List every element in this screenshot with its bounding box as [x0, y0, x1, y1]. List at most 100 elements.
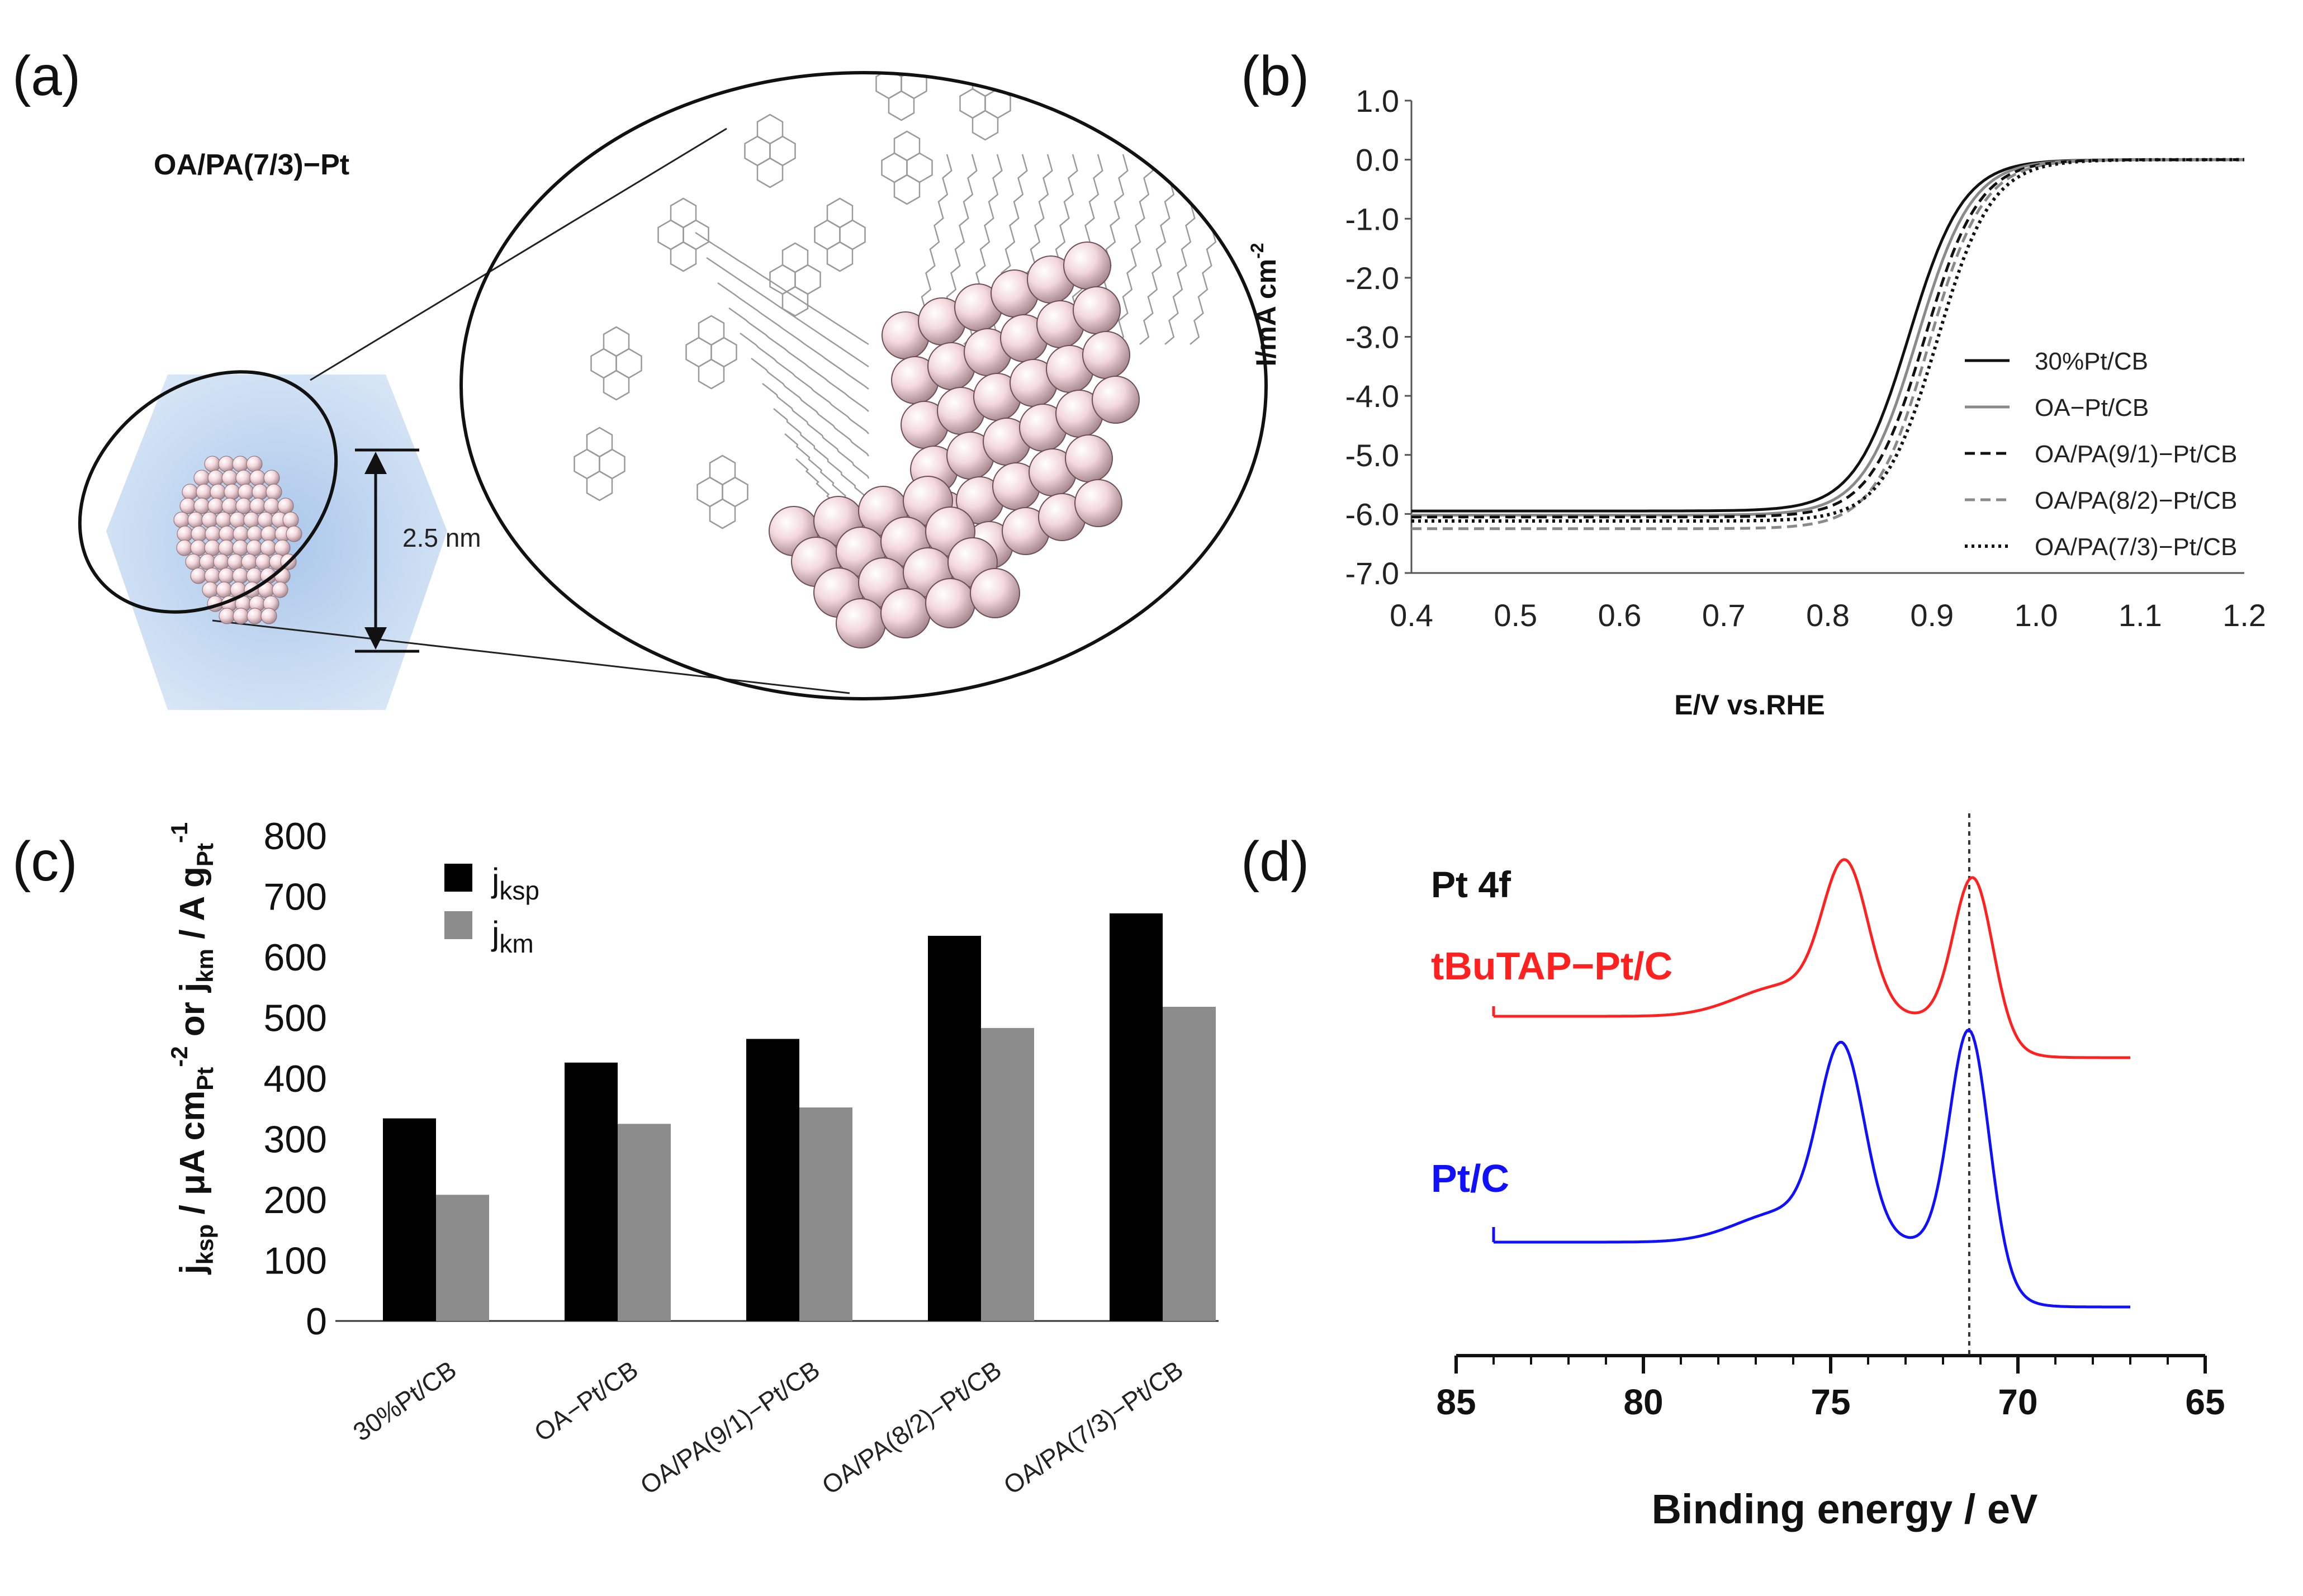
alkyl-chain [1139, 154, 1179, 345]
d-spectrum-line [1494, 858, 2130, 1059]
pt-atom [218, 567, 235, 584]
c-bar [928, 936, 981, 1321]
c-bar [1163, 1006, 1216, 1321]
pt-atom [246, 456, 263, 472]
pt-atom [179, 498, 196, 514]
aromatic-ring [586, 427, 613, 458]
b-ytick-label: -5.0 [1345, 438, 1400, 473]
pt-atom [232, 539, 249, 556]
c-ytick-label: 300 [264, 1119, 327, 1161]
b-xtick-label: 1.1 [2119, 598, 2162, 633]
pt-surface-atom [1065, 434, 1113, 482]
pt-atom [221, 498, 238, 514]
b-xlabel: E/V vs.RHE [1674, 689, 1825, 721]
c-bar [799, 1107, 852, 1321]
pt-atom [274, 539, 291, 556]
b-xtick-label: 0.5 [1494, 598, 1537, 633]
alkyl-chain [695, 231, 869, 345]
pt-atom [221, 470, 238, 486]
pt-atom [272, 581, 288, 598]
pt-surface-atom [1082, 331, 1130, 379]
b-legend-label: OA/PA(8/2)−Pt/CB [2035, 487, 2237, 514]
size-label: 2.5 nm [402, 523, 481, 552]
pt-surface-atom [970, 568, 1020, 618]
pt-atom [216, 581, 233, 598]
pt-atom [193, 498, 210, 514]
aromatic-ring [709, 498, 736, 529]
aromatic-ring [888, 90, 915, 121]
pt-atom [238, 484, 254, 500]
c-bar [565, 1062, 618, 1321]
bar-chart: 0 100 200 300 400 500 600 700 800 30%Pt/CB OA−Pt/C… [264, 815, 1219, 1500]
pt-atom [246, 539, 263, 556]
pt-atom [219, 525, 235, 542]
pt-atom [232, 456, 249, 472]
c-category-label: OA/PA(9/1)−Pt/CB [635, 1355, 825, 1500]
b-xtick-label: 0.4 [1390, 598, 1433, 633]
pt-atom [204, 567, 221, 584]
pt-atom [249, 470, 266, 486]
pt-atom [202, 581, 219, 598]
d-xtick-label: 75 [1811, 1382, 1850, 1422]
pt-atom [193, 470, 210, 486]
aromatic-ring [1061, 73, 1088, 78]
d-xtick-label: 85 [1436, 1382, 1476, 1422]
legend-swatch-jkm [444, 911, 472, 939]
pt-atom [229, 512, 246, 528]
d-spectrum-line [1494, 1029, 2130, 1309]
c-ytick-label: 200 [264, 1179, 327, 1221]
pt-surface-atom [880, 588, 931, 638]
c-ytick-label: 500 [264, 997, 327, 1040]
aromatic-ring [698, 315, 725, 346]
c-ytick-label: 700 [264, 876, 327, 918]
alkyl-chain [1190, 154, 1229, 345]
b-legend: 30%Pt/CB OA−Pt/CB OA/PA(9/1)−Pt/CB OA/PA(8/… [1965, 348, 2237, 561]
c-bar [383, 1118, 436, 1321]
d-title: Pt 4f [1431, 864, 1511, 905]
c-ytick-label: 400 [264, 1058, 327, 1100]
legend-label-jksp: jksp [491, 861, 539, 905]
b-xtick-label: 0.9 [1910, 598, 1954, 633]
aromatic-ring [756, 113, 784, 145]
aromatic-ring [893, 174, 921, 205]
ligand-molecules [574, 73, 1229, 546]
aromatic-ring [1049, 73, 1075, 100]
pt-atom [235, 470, 252, 486]
pt-atom [260, 525, 277, 542]
b-legend-label: OA/PA(9/1)−Pt/CB [2035, 441, 2237, 468]
pt-surface-atom [1092, 376, 1140, 424]
aromatic-ring [826, 197, 854, 229]
pt-atom [260, 608, 277, 624]
pt-surface-atom [836, 598, 886, 648]
panel-b: (b) 1.0 0.0 -1.0 -2.0 -3.0 -4.0 -5.0 -6.0 -7.0 0.… [1241, 45, 2266, 721]
panel-a-title: OA/PA(7/3)−Pt [154, 149, 349, 181]
panel-a-label: (a) [12, 45, 80, 107]
c-category-label: 30%Pt/CB [348, 1355, 462, 1447]
pt-atom [210, 484, 226, 500]
b-ylabel: I/mA cm-2 [1247, 243, 1282, 366]
d-xlabel: Binding energy / eV [1652, 1486, 2038, 1532]
b-ytick-label: -7.0 [1345, 556, 1400, 591]
legend-label-jkm: jkm [491, 915, 534, 958]
pt-atom [218, 539, 235, 556]
c-ytick-label: 100 [264, 1240, 327, 1282]
c-bar [981, 1027, 1034, 1321]
pt-atom [187, 512, 204, 528]
alkyl-chain [1114, 154, 1154, 345]
cone-line-top [310, 127, 727, 381]
aromatic-ring [781, 286, 809, 317]
pt-surface-atom [1074, 479, 1122, 527]
pt-atom [190, 539, 207, 556]
pt-atom [252, 484, 268, 500]
pt-atom [246, 567, 263, 584]
alkyl-chain [717, 282, 869, 390]
pt-atom [243, 512, 260, 528]
pt-atom [232, 567, 249, 584]
c-category-label: OA/PA(7/3)−Pt/CB [998, 1355, 1188, 1500]
pt-atom [255, 553, 272, 570]
pt-atom [207, 498, 224, 514]
b-xtick-label: 0.7 [1702, 598, 1746, 633]
b-xtick-label: 1.2 [2223, 598, 2266, 633]
panel-c: (c) 0 100 200 300 400 500 600 700 800 30%Pt/CB OA−… [12, 815, 1219, 1500]
aromatic-ring [670, 241, 697, 272]
